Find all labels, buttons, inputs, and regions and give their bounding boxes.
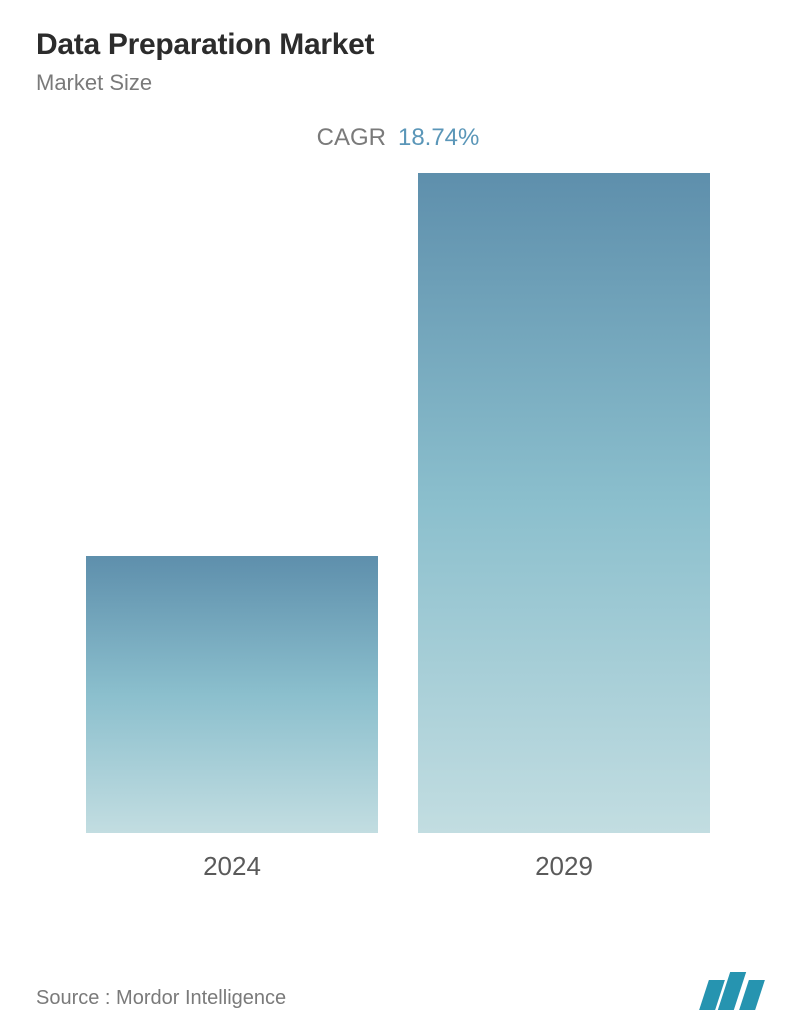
bars-container: 2024 2029 [36,172,760,882]
bar-label-2029: 2029 [535,851,593,882]
bar-group-2029: 2029 [418,173,710,882]
cagr-value: 18.74% [398,124,479,151]
bar-label-2024: 2024 [203,851,261,882]
footer: Source : Mordor Intelligence [36,972,760,1010]
cagr-row: CAGR 18.74% [36,124,760,152]
brand-logo-icon [704,972,760,1010]
bar-2029 [418,173,710,833]
bar-2024 [86,556,378,833]
bar-chart: 2024 2029 [36,172,760,882]
logo-bar-3 [739,980,765,1010]
bar-group-2024: 2024 [86,556,378,882]
chart-title: Data Preparation Market [36,28,760,62]
chart-subtitle: Market Size [36,70,760,96]
source-text: Source : Mordor Intelligence [36,987,286,1010]
cagr-label: CAGR [317,124,386,151]
